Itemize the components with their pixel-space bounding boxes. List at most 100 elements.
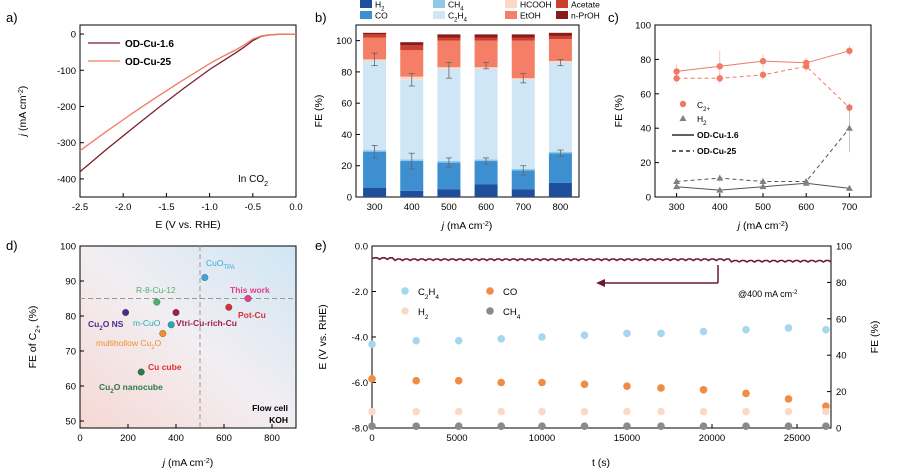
e-point-co — [580, 380, 589, 389]
bar-c2h4-700 — [511, 79, 535, 169]
e-ytick-label: -6.0 — [352, 378, 368, 389]
e-ytick-right-label: 20 — [836, 387, 847, 398]
b-xtick-label: 400 — [404, 202, 420, 213]
b-ytick-label: 60 — [341, 99, 352, 110]
bar-n-proh-800 — [548, 32, 572, 36]
bar-etoh-800 — [548, 39, 572, 61]
bar-etoh-300 — [363, 37, 387, 60]
e-point-co — [699, 385, 708, 394]
label-vtri: Vtri-Cu-rich-Cu — [176, 318, 237, 328]
panel-d-frame — [79, 245, 297, 429]
e-xtick-label: 20000 — [699, 433, 725, 444]
b-legend-label-h2: H2 — [375, 0, 385, 13]
c-point-h2 — [759, 183, 767, 190]
e-point-co — [623, 382, 631, 390]
e-point-c2h4 — [822, 325, 830, 334]
b-legend-label-ch4: CH4 — [448, 0, 464, 13]
e-point-ch4 — [657, 422, 665, 430]
a-xtick-label: -0.5 — [245, 202, 261, 213]
arrow-left-head — [596, 279, 605, 287]
panel-b-xlabel: j (mA cm-2) — [440, 220, 493, 232]
b-xtick-label: 700 — [515, 202, 531, 213]
bar-acetate-300 — [363, 34, 387, 38]
a-series-odcu16 — [79, 33, 296, 173]
legend-label-solid: OD-Cu-1.6 — [697, 130, 739, 140]
panel-a-xlabel: E (V vs. RHE) — [155, 219, 220, 231]
bar-co-500 — [437, 162, 461, 190]
e-xtick-label: 5000 — [446, 433, 467, 444]
b-legend-swatch-etoh — [505, 11, 517, 19]
a-xtick-label: 0.0 — [289, 202, 302, 213]
e-point-h2 — [657, 407, 665, 416]
c-ytick-label: 40 — [640, 124, 651, 135]
d-ytick-label: 50 — [65, 417, 76, 428]
bar-h2-400 — [400, 190, 424, 197]
e-point-h2 — [742, 407, 750, 416]
legend-label-h2: H2 — [697, 114, 707, 127]
e-point-h2 — [699, 407, 708, 416]
b-legend-label-etoh: EtOH — [520, 11, 541, 21]
b-legend-label-n-proh: n-PrOH — [571, 11, 600, 21]
label-pot-cu: Pot-Cu — [238, 310, 266, 320]
bar-co-400 — [400, 161, 424, 191]
panel-a-ylabel: j (mA cm-2) — [17, 86, 29, 139]
bar-h2-300 — [363, 187, 387, 197]
c-point-c2plus — [846, 47, 853, 54]
c-point-h2 — [716, 174, 724, 181]
e-point-co — [497, 378, 506, 387]
label-cu2o-ns: Cu2O NS — [88, 319, 124, 332]
c-point-c2plus — [716, 63, 723, 70]
b-xtick-label: 600 — [478, 202, 494, 213]
legend-label-dashed: OD-Cu-25 — [697, 146, 736, 156]
label-this-work: This work — [230, 285, 270, 295]
e-point-c2h4 — [623, 329, 631, 338]
b-legend-swatch-c2h4 — [433, 11, 445, 19]
panel-a-label: a) — [6, 10, 18, 25]
panel-c-ylabel: FE (%) — [613, 95, 625, 128]
d-point-vtri-cu-rich-cu — [172, 309, 180, 316]
legend-label-e-c2h4: C2H4 — [418, 287, 439, 301]
e-potential-trace — [371, 257, 832, 263]
bar-acetate-600 — [474, 37, 498, 41]
bar-c2h4-600 — [474, 68, 498, 160]
e-xtick-label: 15000 — [614, 433, 640, 444]
panel-d-xlabel: j (mA cm-2) — [161, 457, 214, 469]
b-legend-swatch-hcooh — [505, 0, 517, 8]
label-r8cu12: R-8-Cu-12 — [136, 285, 176, 295]
e-ytick-right-label: 80 — [836, 278, 847, 289]
e-point-h2 — [822, 407, 830, 416]
a-series-odcu25 — [79, 33, 296, 152]
d-ytick-label: 100 — [60, 242, 76, 253]
legend-label-c2plus: C2+ — [697, 100, 710, 113]
label-flow-cell: Flow cell — [252, 403, 288, 413]
label-multihollow: multihollow Cu2O — [96, 338, 162, 351]
bar-c2h4-800 — [548, 62, 572, 152]
legend-label-e-co: CO — [503, 287, 517, 298]
bar-n-proh-300 — [363, 32, 387, 35]
e-point-co — [538, 378, 546, 387]
e-point-co — [368, 375, 376, 383]
b-ytick-label: 80 — [341, 67, 352, 78]
d-xtick-label: 400 — [168, 433, 184, 444]
e-point-ch4 — [368, 422, 376, 430]
e-point-co — [412, 376, 421, 385]
e-point-co — [822, 402, 830, 410]
panel-c-legend: C2+ H2 OD-Cu-1.6 OD-Cu-25 — [672, 100, 739, 156]
e-point-c2h4 — [368, 340, 376, 349]
d-point-pot-cu — [225, 303, 233, 311]
e-point-c2h4 — [454, 336, 463, 345]
c-point-c2plus — [673, 75, 680, 82]
e-point-co — [742, 389, 750, 398]
panel-e-arrow: @400 mA cm-2 — [596, 265, 798, 299]
b-legend-swatch-n-proh — [556, 11, 568, 19]
d-point-r-8-cu-12 — [153, 298, 161, 306]
e-point-c2h4 — [784, 324, 793, 332]
e-point-c2h4 — [657, 329, 665, 338]
label-koh: KOH — [269, 415, 288, 425]
panel-d-ylabel: FE of C2+ (%) — [27, 306, 42, 369]
e-point-ch4 — [580, 422, 589, 430]
b-legend-label-c2h4: C2H4 — [448, 11, 468, 24]
e-point-h2 — [368, 407, 376, 416]
